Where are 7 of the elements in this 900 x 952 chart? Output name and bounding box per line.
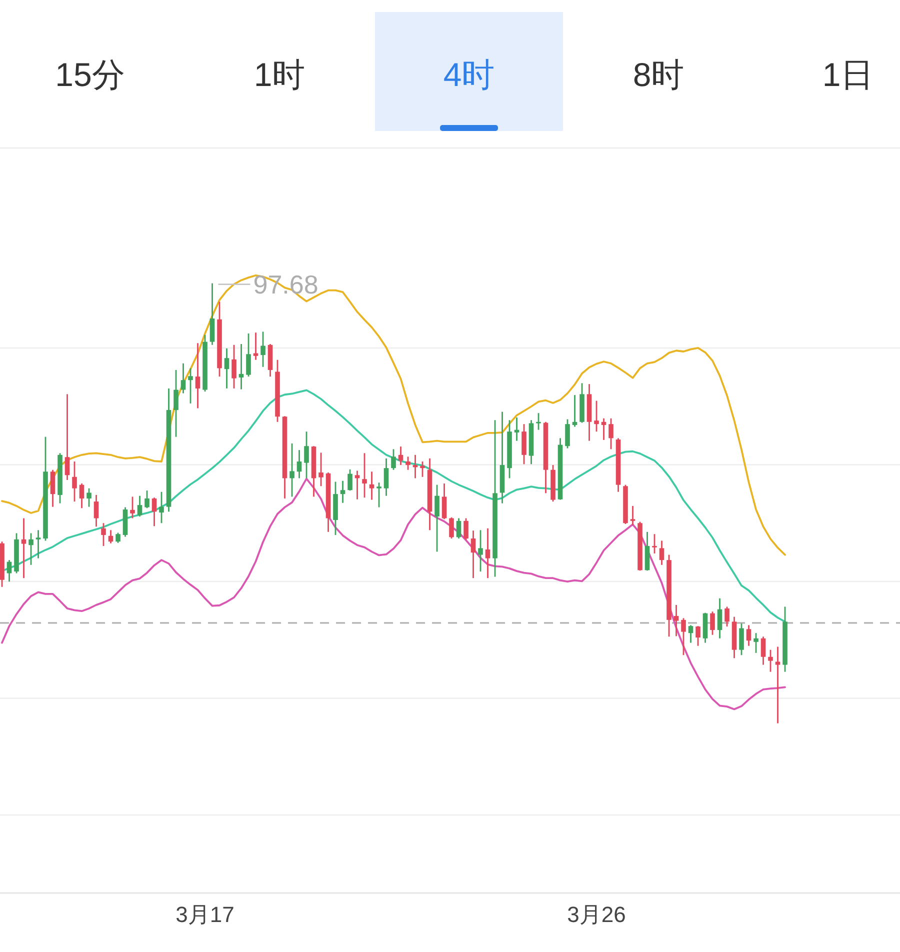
x-tick-label: 3月26 [567, 902, 626, 927]
tab-label: 4时 [443, 56, 495, 93]
x-tick-label: 3月17 [176, 902, 234, 927]
tab-label: 15分 [55, 56, 125, 93]
tab-label: 1时 [254, 56, 306, 93]
tab-label: 1日 [822, 56, 874, 93]
tab-label: 8时 [632, 56, 684, 93]
